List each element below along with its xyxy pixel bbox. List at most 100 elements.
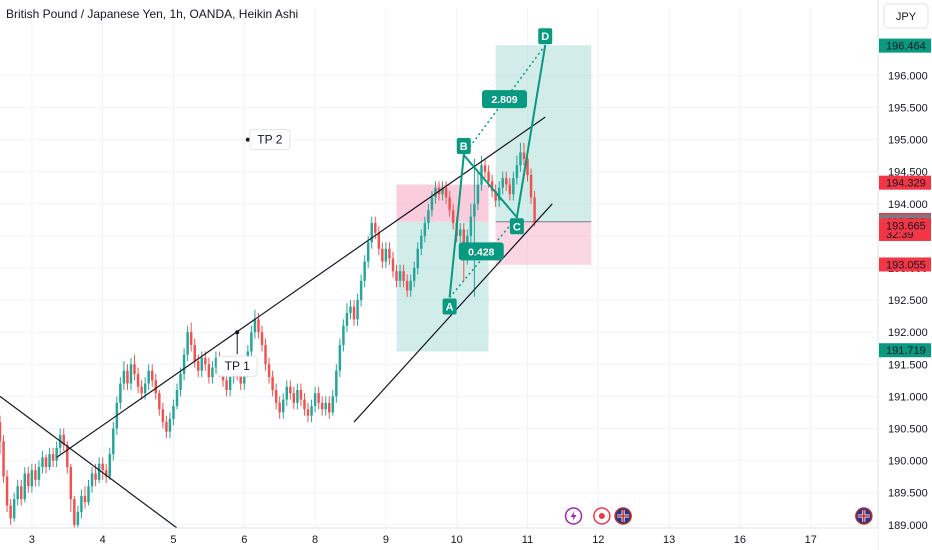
candle[interactable] [370,216,373,249]
candle[interactable] [469,203,473,243]
candle[interactable] [55,441,58,468]
candle[interactable] [119,377,122,410]
candle[interactable] [420,229,423,256]
candle[interactable] [37,460,41,487]
candle[interactable] [320,396,324,416]
candle[interactable] [0,415,2,455]
candle[interactable] [494,184,497,208]
candle[interactable] [225,373,228,397]
candle[interactable] [175,383,179,410]
candle[interactable] [44,454,48,474]
candle[interactable] [441,181,444,201]
candle[interactable] [104,463,108,484]
candle[interactable] [352,300,356,326]
candle[interactable] [9,499,12,525]
candle[interactable] [395,264,398,288]
candle[interactable] [444,181,448,204]
candle[interactable] [296,383,299,410]
candle[interactable] [483,158,487,179]
candle[interactable] [214,351,218,374]
candle[interactable] [253,309,257,339]
candle[interactable] [313,386,317,413]
candle[interactable] [381,242,384,268]
candle[interactable] [101,457,104,480]
candle[interactable] [522,142,526,166]
candle[interactable] [2,434,5,484]
candle[interactable] [366,235,370,268]
short-position-target-zone[interactable] [495,45,592,222]
candle[interactable] [90,467,94,493]
candle[interactable] [384,242,388,268]
candle[interactable] [260,325,264,352]
candle[interactable] [529,168,533,204]
candle[interactable] [182,348,186,381]
candle[interactable] [20,479,23,506]
candle[interactable] [51,447,55,468]
candle[interactable] [412,261,416,288]
candle[interactable] [12,492,16,522]
candle[interactable] [451,203,455,230]
candle[interactable] [129,357,133,390]
candle[interactable] [34,463,37,487]
candle[interactable] [76,505,80,528]
candle[interactable] [430,190,434,217]
candle[interactable] [416,242,419,275]
candle[interactable] [324,396,327,416]
candle[interactable] [27,467,30,493]
candle[interactable] [356,293,359,326]
candle[interactable] [168,412,172,439]
channel-upper-line[interactable] [56,116,546,458]
candle[interactable] [285,380,289,407]
candle[interactable] [512,171,515,201]
candle[interactable] [501,171,504,195]
record-icon[interactable] [593,507,611,525]
candle[interactable] [490,174,494,198]
candle[interactable] [459,223,462,243]
candle[interactable] [83,486,87,509]
candle[interactable] [345,303,349,333]
candle[interactable] [349,300,352,320]
candle[interactable] [533,190,536,227]
candle[interactable] [267,357,271,384]
candle[interactable] [423,216,427,243]
candle[interactable] [16,479,19,506]
note-1[interactable]: TP 1 [216,330,258,377]
candle[interactable] [193,338,196,368]
uk-flag-icon[interactable] [855,507,873,525]
candle[interactable] [405,274,409,297]
candle[interactable] [204,351,207,371]
candle[interactable] [310,399,313,423]
candle[interactable] [402,264,405,288]
candle[interactable] [140,380,143,400]
candle[interactable] [515,155,519,185]
candle[interactable] [133,354,136,381]
candle[interactable] [398,264,402,288]
candle[interactable] [41,450,44,474]
candle[interactable] [508,178,512,201]
candle[interactable] [331,389,335,416]
candle[interactable] [519,142,522,172]
candle[interactable] [299,383,303,407]
candle[interactable] [427,203,430,230]
candle[interactable] [165,415,168,439]
candle[interactable] [289,380,292,400]
candle[interactable] [434,181,437,204]
candle[interactable] [473,158,476,297]
candle[interactable] [62,428,65,451]
candle[interactable] [154,373,158,400]
uk-flag-icon[interactable] [614,507,632,525]
candle[interactable] [274,383,278,410]
candle[interactable] [186,325,189,362]
descending-trend-line[interactable] [0,395,178,529]
candle[interactable] [136,367,140,394]
candle[interactable] [150,364,154,387]
candle[interactable] [505,171,508,191]
candle[interactable] [281,393,285,419]
candle[interactable] [335,364,338,403]
lightning-icon[interactable] [564,507,583,525]
note-0[interactable]: TP 2 [245,129,291,151]
candle[interactable] [48,447,51,471]
candle[interactable] [388,242,391,265]
